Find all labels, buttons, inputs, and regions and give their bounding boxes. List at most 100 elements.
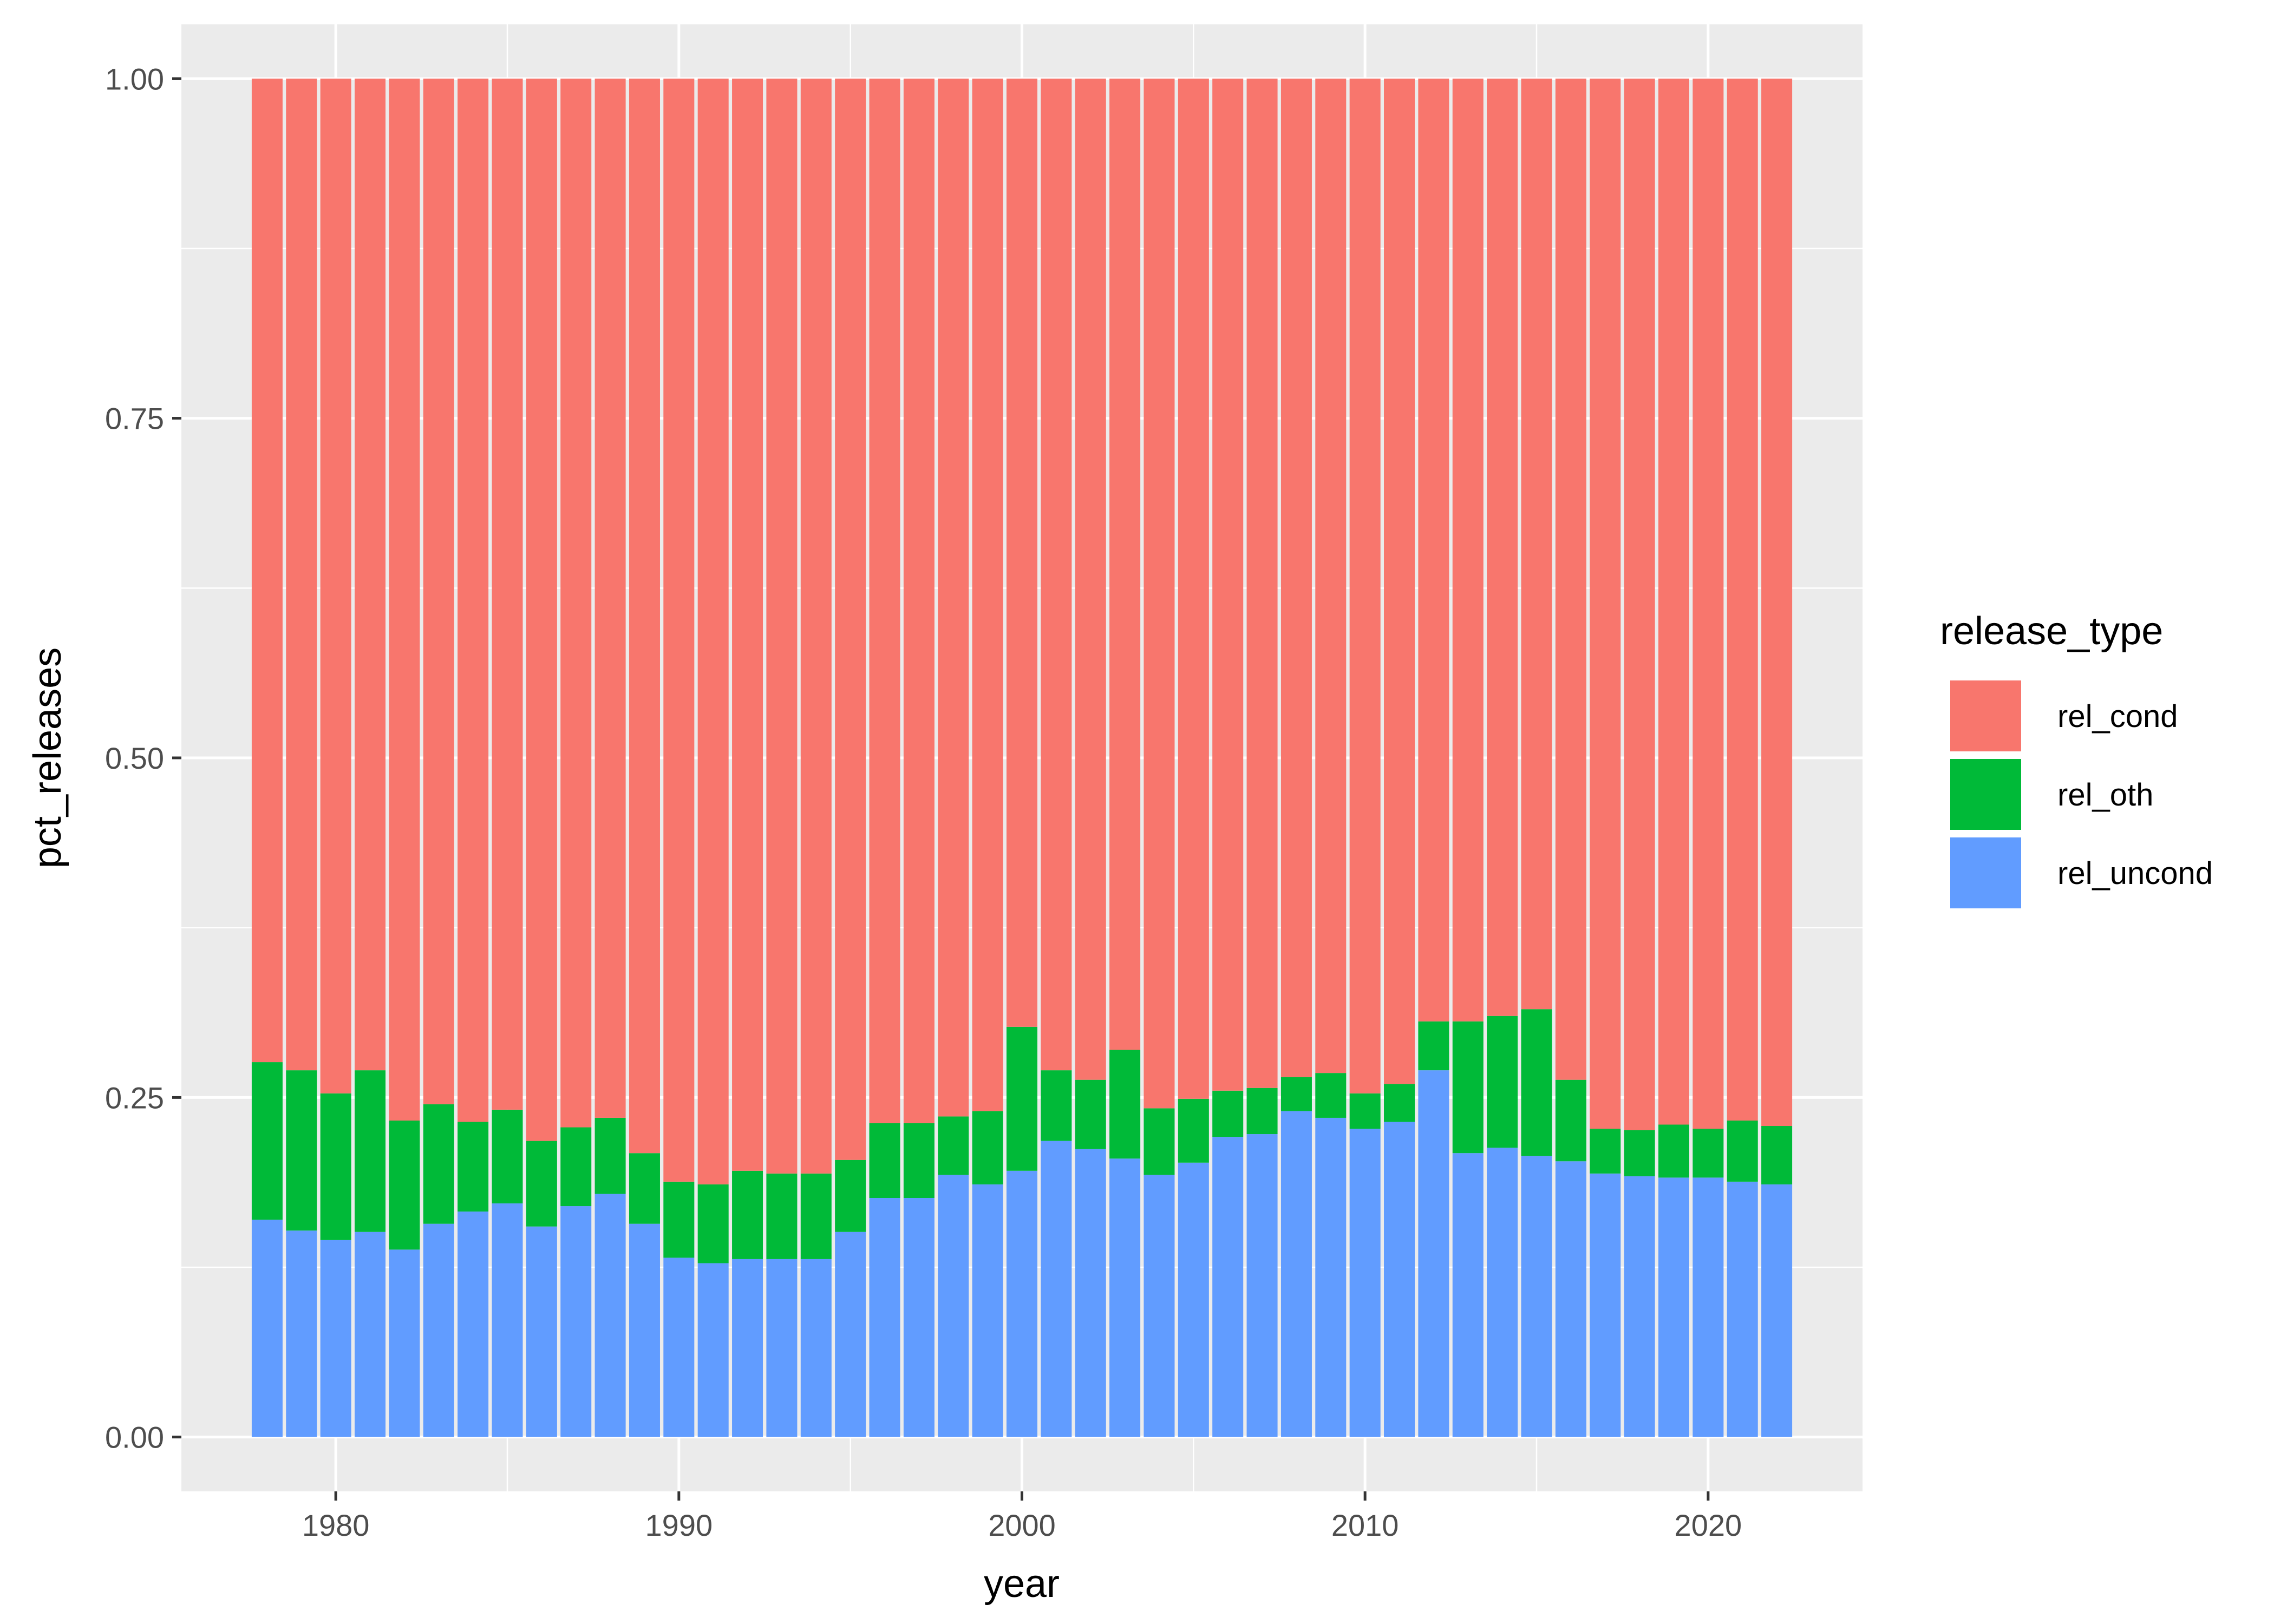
bar-rel_uncond (732, 1259, 763, 1437)
bar-rel_cond (629, 78, 660, 1154)
bar-rel_uncond (1452, 1153, 1484, 1437)
bar-rel_oth (1521, 1009, 1552, 1156)
bar-rel_cond (1658, 78, 1689, 1125)
bar-rel_oth (800, 1173, 832, 1259)
bar-rel_oth (938, 1116, 969, 1175)
bar-rel_cond (1727, 78, 1758, 1121)
bar-rel_uncond (492, 1203, 523, 1437)
bar-rel_cond (972, 78, 1003, 1111)
legend-label-rel_uncond: rel_uncond (2057, 856, 2213, 891)
bar-rel_oth (697, 1184, 729, 1263)
bar-rel_oth (1761, 1126, 1793, 1184)
bar-rel_cond (492, 78, 523, 1110)
bar-rel_uncond (663, 1258, 695, 1437)
bar-rel_oth (972, 1111, 1003, 1184)
bar-rel_cond (1349, 78, 1381, 1093)
bar-rel_cond (800, 78, 832, 1174)
bar-rel_cond (594, 78, 626, 1118)
bar-rel_cond (286, 78, 317, 1071)
bar-rel_uncond (1041, 1141, 1072, 1437)
bar-rel_cond (1418, 78, 1449, 1021)
bar-rel_uncond (1761, 1184, 1793, 1437)
bar-rel_uncond (1246, 1134, 1278, 1437)
x-axis: 1980 1990 2000 2010 2020 (302, 1491, 1742, 1542)
bar-rel_oth (1590, 1129, 1621, 1174)
bar-rel_oth (1075, 1079, 1106, 1149)
bar-rel_uncond (697, 1263, 729, 1437)
bars (251, 78, 1793, 1437)
bar-rel_uncond (286, 1230, 317, 1437)
bar-rel_oth (1727, 1120, 1758, 1182)
bar-rel_oth (1212, 1090, 1244, 1137)
bar-rel_oth (560, 1127, 592, 1207)
bar-rel_cond (732, 78, 763, 1171)
x-axis-title: year (984, 1562, 1060, 1606)
bar-rel_oth (869, 1123, 900, 1198)
bar-rel_cond (1246, 78, 1278, 1088)
bar-rel_cond (1693, 78, 1724, 1129)
bar-rel_cond (766, 78, 798, 1174)
x-tick-label: 2000 (988, 1508, 1056, 1542)
bar-rel_uncond (423, 1223, 454, 1437)
bar-rel_oth (1280, 1077, 1312, 1111)
bar-rel_oth (732, 1170, 763, 1259)
bar-rel_cond (1075, 78, 1106, 1080)
bar-rel_cond (1384, 78, 1415, 1084)
bar-rel_cond (1761, 78, 1793, 1127)
bar-rel_cond (1178, 78, 1209, 1099)
bar-rel_uncond (320, 1240, 351, 1437)
bar-rel_cond (697, 78, 729, 1184)
bar-rel_uncond (1280, 1111, 1312, 1437)
bar-rel_oth (1315, 1073, 1347, 1118)
bar-rel_uncond (903, 1198, 935, 1437)
bar-rel_uncond (1315, 1117, 1347, 1437)
bar-rel_oth (1041, 1070, 1072, 1141)
bar-rel_cond (1212, 78, 1244, 1091)
bar-rel_uncond (1212, 1137, 1244, 1437)
bar-rel_oth (355, 1070, 386, 1232)
bar-rel_cond (903, 78, 935, 1123)
bar-rel_oth (492, 1109, 523, 1204)
bar-rel_uncond (1075, 1149, 1106, 1437)
bar-rel_uncond (1521, 1156, 1552, 1437)
bar-rel_uncond (869, 1198, 900, 1437)
bar-rel_uncond (1143, 1175, 1175, 1437)
bar-rel_oth (1349, 1093, 1381, 1129)
bar-rel_oth (1452, 1021, 1484, 1154)
bar-rel_oth (1693, 1129, 1724, 1178)
bar-rel_cond (560, 78, 592, 1128)
bar-rel_oth (1178, 1098, 1209, 1163)
bar-rel_cond (1006, 78, 1038, 1027)
bar-rel_oth (903, 1123, 935, 1198)
bar-rel_cond (1280, 78, 1312, 1077)
y-tick-label: 0.00 (105, 1420, 164, 1455)
bar-rel_uncond (1658, 1177, 1689, 1437)
bar-rel_oth (629, 1153, 660, 1224)
bar-rel_cond (423, 78, 454, 1104)
bar-rel_oth (251, 1062, 283, 1220)
bar-rel_uncond (766, 1259, 798, 1437)
bar-rel_uncond (1693, 1177, 1724, 1437)
bar-rel_cond (869, 78, 900, 1123)
bar-rel_uncond (1487, 1148, 1518, 1437)
bar-rel_cond (1143, 78, 1175, 1109)
bar-rel_oth (423, 1104, 454, 1224)
bar-rel_uncond (389, 1249, 420, 1437)
bar-rel_uncond (594, 1194, 626, 1437)
bar-rel_uncond (1727, 1181, 1758, 1437)
bar-rel_cond (1487, 78, 1518, 1016)
bar-rel_cond (1041, 78, 1072, 1071)
x-tick-label: 1990 (645, 1508, 713, 1542)
bar-rel_cond (458, 78, 489, 1122)
bar-rel_uncond (251, 1220, 283, 1437)
y-tick-label: 0.50 (105, 741, 164, 775)
y-axis-title: pct_releases (26, 647, 69, 868)
bar-rel_cond (1624, 78, 1655, 1130)
x-tick-label: 2010 (1331, 1508, 1399, 1542)
bar-rel_oth (526, 1141, 557, 1227)
bar-rel_oth (1624, 1130, 1655, 1176)
bar-rel_uncond (355, 1232, 386, 1437)
bar-rel_uncond (938, 1175, 969, 1437)
legend-key-rel_cond (1948, 678, 2023, 754)
bar-rel_cond (355, 78, 386, 1071)
